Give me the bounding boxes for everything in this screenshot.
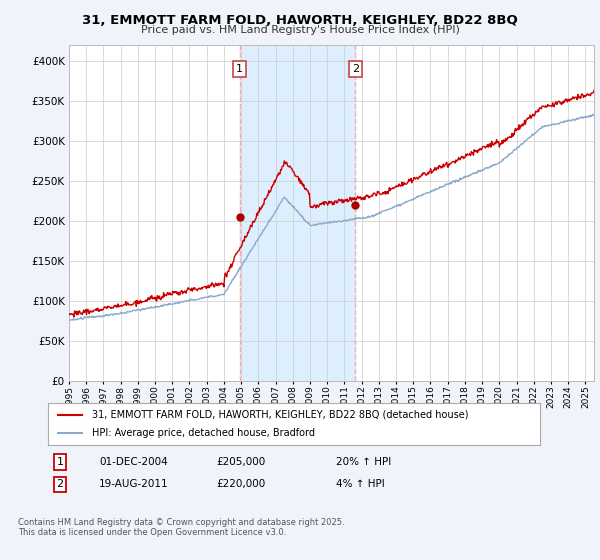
Text: Price paid vs. HM Land Registry's House Price Index (HPI): Price paid vs. HM Land Registry's House …: [140, 25, 460, 35]
Text: £205,000: £205,000: [216, 457, 265, 467]
Text: 31, EMMOTT FARM FOLD, HAWORTH, KEIGHLEY, BD22 8BQ (detached house): 31, EMMOTT FARM FOLD, HAWORTH, KEIGHLEY,…: [92, 410, 469, 420]
Text: £220,000: £220,000: [216, 479, 265, 489]
Text: 4% ↑ HPI: 4% ↑ HPI: [336, 479, 385, 489]
Text: 01-DEC-2004: 01-DEC-2004: [99, 457, 168, 467]
Text: 1: 1: [56, 457, 64, 467]
Bar: [240, 45, 355, 381]
Text: 2: 2: [56, 479, 64, 489]
Text: 1: 1: [236, 64, 243, 74]
Text: 20% ↑ HPI: 20% ↑ HPI: [336, 457, 391, 467]
Text: HPI: Average price, detached house, Bradford: HPI: Average price, detached house, Brad…: [92, 428, 315, 438]
Text: 2: 2: [352, 64, 359, 74]
Text: 31, EMMOTT FARM FOLD, HAWORTH, KEIGHLEY, BD22 8BQ: 31, EMMOTT FARM FOLD, HAWORTH, KEIGHLEY,…: [82, 14, 518, 27]
Text: 19-AUG-2011: 19-AUG-2011: [99, 479, 169, 489]
Text: Contains HM Land Registry data © Crown copyright and database right 2025.
This d: Contains HM Land Registry data © Crown c…: [18, 518, 344, 538]
